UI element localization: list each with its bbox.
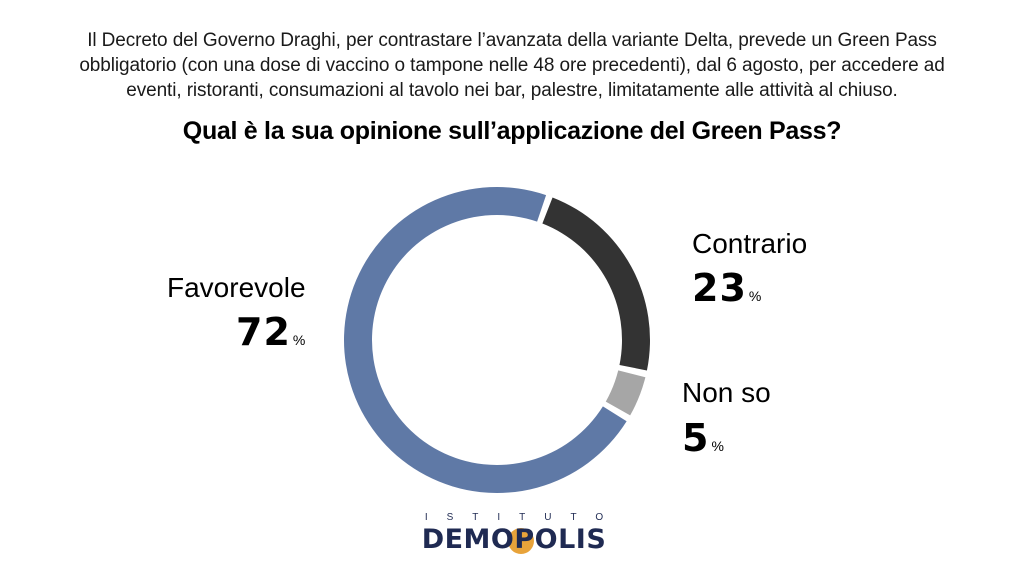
donut-slice-non-so: [605, 370, 646, 416]
logo-name: DEMOPOLIS: [421, 524, 607, 555]
value-contrario-number: 23: [692, 266, 747, 310]
label-favorevole: Favorevole: [167, 272, 306, 303]
donut-slice-contrario: [542, 197, 651, 371]
label-non-so: Non so: [682, 377, 771, 408]
logo-subtitle: ISTITUTO: [424, 512, 623, 523]
value-non-so-number: 5: [682, 416, 710, 460]
logo-dot-icon: [508, 528, 534, 554]
value-contrario-unit: %: [748, 288, 762, 304]
value-contrario: 23%: [692, 268, 761, 316]
value-favorevole-number: 72: [236, 310, 291, 354]
value-favorevole-unit: %: [292, 332, 306, 348]
value-favorevole: 72%: [236, 312, 305, 360]
label-contrario: Contrario: [692, 228, 808, 259]
question-title: Qual è la sua opinione sull’applicazione…: [182, 117, 842, 145]
demopolis-logo: ISTITUTO DEMOPOLIS: [388, 512, 640, 556]
value-non-so-unit: %: [711, 438, 724, 454]
intro-text: Il Decreto del Governo Draghi, per contr…: [79, 30, 945, 101]
logo-wordmark: DEMOPOLIS: [388, 524, 640, 556]
value-non-so: 5%: [682, 418, 724, 466]
